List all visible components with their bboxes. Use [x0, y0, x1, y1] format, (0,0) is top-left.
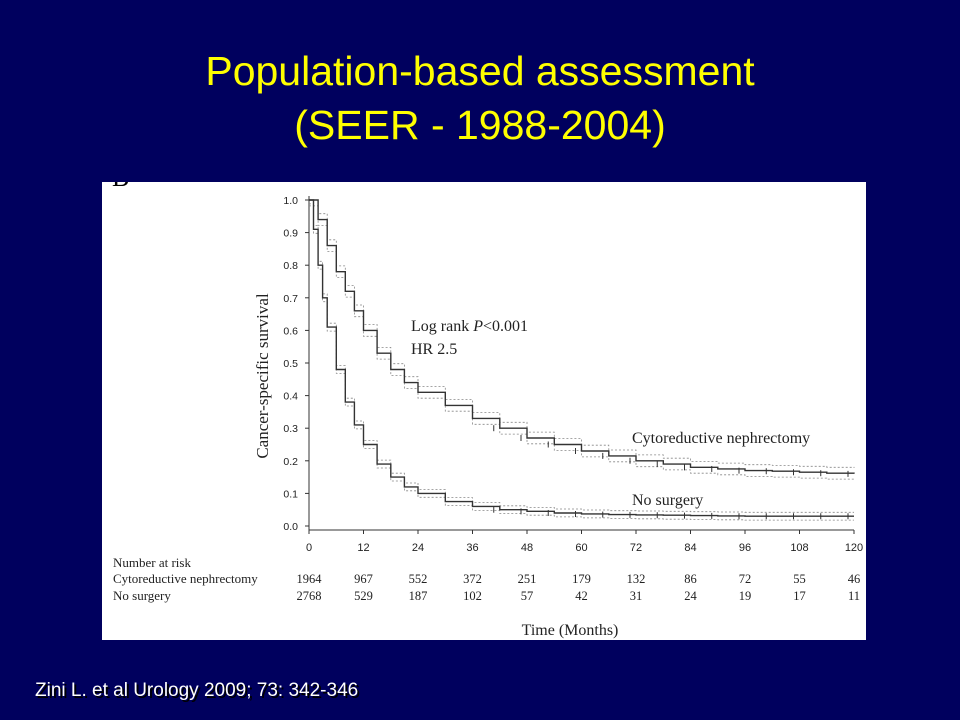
slide-title-line2: (SEER - 1988-2004): [294, 102, 666, 148]
risk-value: 24: [684, 589, 697, 603]
x-tick-label: 108: [790, 542, 808, 554]
y-tick-label: 0.4: [283, 391, 298, 403]
risk-value: 57: [521, 589, 534, 603]
y-tick-label: 0.0: [283, 521, 298, 533]
y-tick-label: 0.7: [283, 293, 298, 305]
panel-label: B: [112, 182, 129, 192]
risk-value: 967: [354, 572, 373, 586]
risk-value: 102: [463, 589, 482, 603]
risk-value: 1964: [297, 572, 323, 586]
x-tick-label: 24: [412, 542, 424, 554]
risk-value: 179: [572, 572, 591, 586]
hazard-ratio-annotation: HR 2.5: [411, 341, 457, 358]
risk-value: 552: [409, 572, 428, 586]
x-tick-label: 60: [575, 542, 587, 554]
series-line: [309, 199, 854, 517]
y-tick-label: 0.1: [283, 488, 298, 500]
risk-value: 11: [848, 589, 860, 603]
slide-title-line1: Population-based assessment: [205, 48, 755, 94]
risk-value: 55: [793, 572, 806, 586]
y-tick-label: 0.8: [283, 260, 298, 272]
ci-lower-line: [309, 203, 854, 521]
citation: Zini L. et al Urology 2009; 73: 342-346: [35, 680, 359, 701]
y-tick-label: 0.5: [283, 358, 298, 370]
x-tick-label: 120: [845, 542, 863, 554]
axes: [305, 196, 855, 534]
x-axis-label: Time (Months): [522, 622, 619, 639]
y-tick-label: 0.9: [283, 228, 298, 240]
x-tick-label: 84: [684, 542, 696, 554]
log-rank-annotation: Log rank P<0.001: [411, 318, 528, 335]
series-line: [309, 199, 855, 474]
risk-value: 187: [409, 589, 428, 603]
risk-value: 2768: [297, 589, 322, 603]
risk-table-header: Number at risk: [113, 555, 191, 570]
x-tick-label: 72: [630, 542, 642, 554]
x-tick-label: 0: [306, 542, 312, 554]
risk-value: 72: [739, 572, 752, 586]
series-label-no-surgery: No surgery: [632, 492, 703, 509]
survival-curves: [309, 199, 855, 521]
risk-value: 251: [518, 572, 537, 586]
risk-value: 372: [463, 572, 482, 586]
x-tick-label: 96: [739, 542, 751, 554]
risk-value: 86: [684, 572, 697, 586]
risk-value: 529: [354, 589, 373, 603]
slide-title: Population-based assessment (SEER - 1988…: [0, 44, 960, 152]
tick-labels: 0.0 0.1 0.2 0.3 0.4 0.5 0.6 0.7 0.8 0.9 1.0 0 12 24 36…: [283, 195, 863, 554]
risk-value: 42: [575, 589, 588, 603]
x-tick-label: 12: [357, 542, 369, 554]
series-label-cytoreductive: Cytoreductive nephrectomy: [632, 430, 810, 447]
x-tick-label: 36: [466, 542, 478, 554]
ci-lower-line: [309, 205, 855, 480]
risk-row-label: Cytoreductive nephrectomy: [113, 571, 258, 586]
ci-upper-line: [309, 199, 855, 468]
risk-value: 46: [848, 572, 861, 586]
y-tick-label: 0.3: [283, 423, 298, 435]
km-chart-panel: B 0.0 0.1 0.2 0.3 0.4 0.5 0.6 0.7 0.8 0.9 1.0 0 12 24…: [102, 182, 866, 640]
risk-value: 19: [739, 589, 752, 603]
risk-value: 132: [627, 572, 646, 586]
y-axis-label: Cancer-specific survival: [253, 293, 272, 459]
y-tick-label: 0.2: [283, 456, 298, 468]
risk-value: 31: [630, 589, 643, 603]
x-tick-label: 48: [521, 542, 533, 554]
y-tick-label: 1.0: [283, 195, 298, 207]
risk-value: 17: [793, 589, 806, 603]
y-tick-label: 0.6: [283, 325, 298, 337]
km-survival-chart: B 0.0 0.1 0.2 0.3 0.4 0.5 0.6 0.7 0.8 0.9 1.0 0 12 24…: [112, 182, 863, 639]
risk-row-label: No surgery: [113, 588, 171, 603]
number-at-risk-table: Number at risk Cytoreductive nephrectomy…: [113, 555, 860, 603]
